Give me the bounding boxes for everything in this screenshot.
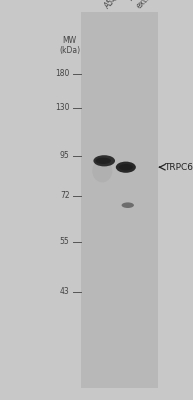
Text: 55: 55 <box>60 238 69 246</box>
Text: MW
(kDa): MW (kDa) <box>59 36 80 56</box>
Ellipse shape <box>119 164 133 170</box>
Text: A549 membrane
extract: A549 membrane extract <box>127 0 186 10</box>
Text: 72: 72 <box>60 192 69 200</box>
Text: 95: 95 <box>60 152 69 160</box>
Ellipse shape <box>116 162 136 173</box>
Ellipse shape <box>96 158 111 164</box>
Text: 43: 43 <box>60 288 69 296</box>
Ellipse shape <box>92 159 112 182</box>
Ellipse shape <box>122 202 134 208</box>
Text: A549: A549 <box>103 0 124 10</box>
Text: 130: 130 <box>55 104 69 112</box>
Text: 180: 180 <box>55 70 69 78</box>
Ellipse shape <box>93 155 115 166</box>
Text: TRPC6: TRPC6 <box>164 163 193 172</box>
